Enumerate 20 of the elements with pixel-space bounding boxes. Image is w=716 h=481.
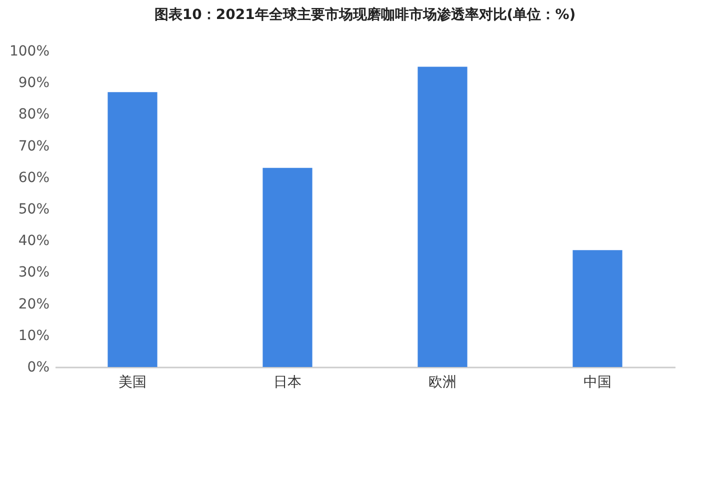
x-tick-label: 欧洲 <box>428 374 456 390</box>
bar <box>418 66 468 367</box>
y-tick-label: 10% <box>18 328 50 344</box>
y-tick-label: 60% <box>18 170 50 186</box>
y-tick-label: 0% <box>27 360 50 376</box>
y-tick-label: 20% <box>18 296 50 312</box>
y-tick-label: 80% <box>18 106 50 123</box>
chart-title: 图表10：2021年全球主要市场现磨咖啡市场渗透率对比(单位：%) <box>154 6 576 23</box>
x-tick-label: 中国 <box>584 374 612 390</box>
y-tick-label: 90% <box>18 75 50 92</box>
bar <box>262 168 312 367</box>
x-tick-label: 日本 <box>274 374 302 390</box>
bar <box>572 250 622 367</box>
y-tick-label: 50% <box>18 202 50 218</box>
y-tick-label: 30% <box>18 264 50 281</box>
y-tick-label: 100% <box>9 44 50 60</box>
y-tick-label: 40% <box>18 233 50 250</box>
x-tick-label: 美国 <box>118 374 146 390</box>
bar <box>108 92 158 367</box>
y-tick-label: 70% <box>18 138 50 154</box>
